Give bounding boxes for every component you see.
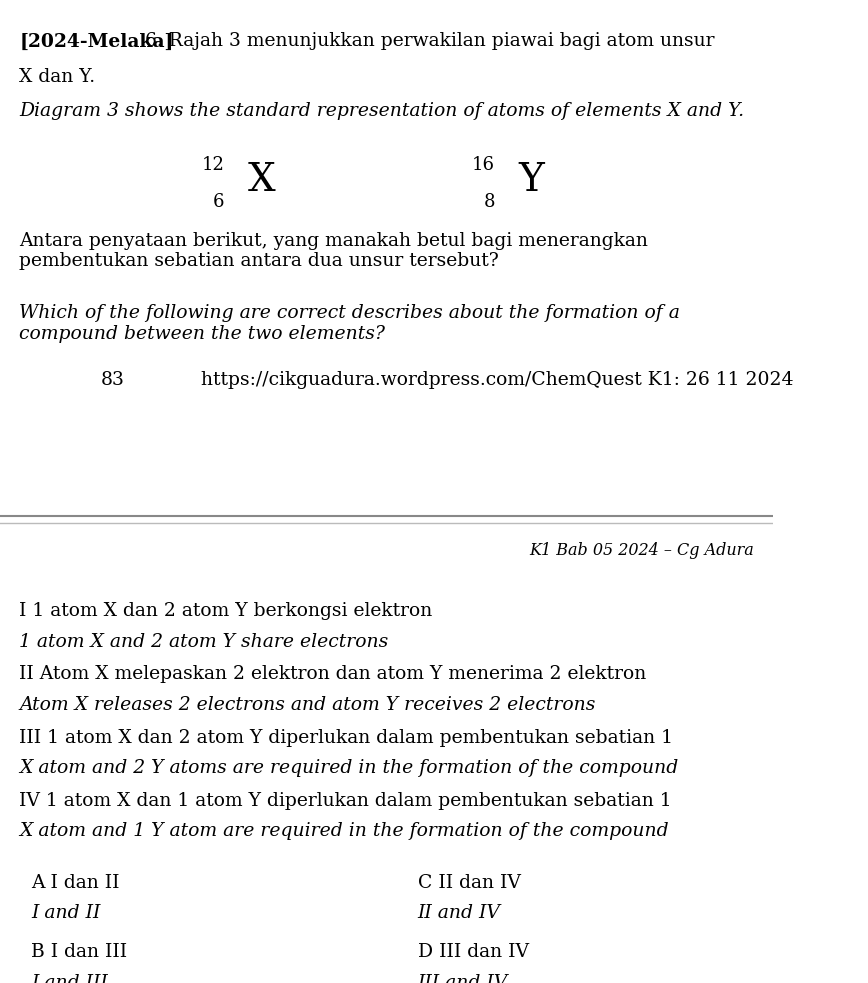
Text: 6: 6: [213, 193, 224, 210]
Text: 16: 16: [472, 156, 495, 174]
Text: III and IV: III and IV: [418, 973, 508, 983]
Text: K1 Bab 05 2024 – Cg Adura: K1 Bab 05 2024 – Cg Adura: [529, 542, 754, 559]
Text: https://cikguadura.wordpress.com/ChemQuest K1: 26 11 2024: https://cikguadura.wordpress.com/ChemQue…: [201, 371, 793, 388]
Text: I and III: I and III: [31, 973, 108, 983]
Text: Which of the following are correct describes about the formation of a
compound b: Which of the following are correct descr…: [19, 304, 681, 343]
Text: D III dan IV: D III dan IV: [418, 943, 529, 961]
Text: Y: Y: [518, 162, 544, 200]
Text: I and II: I and II: [31, 904, 101, 922]
Text: X atom and 2 Y atoms are required in the formation of the compound: X atom and 2 Y atoms are required in the…: [19, 759, 679, 778]
Text: A I dan II: A I dan II: [31, 874, 120, 892]
Text: Atom X releases 2 electrons and atom Y receives 2 electrons: Atom X releases 2 electrons and atom Y r…: [19, 696, 595, 714]
Text: Antara penyataan berikut, yang manakah betul bagi menerangkan
pembentukan sebati: Antara penyataan berikut, yang manakah b…: [19, 232, 648, 270]
Text: Diagram 3 shows the standard representation of atoms of elements X and Y.: Diagram 3 shows the standard representat…: [19, 102, 745, 120]
Text: B I dan III: B I dan III: [31, 943, 127, 961]
Text: 83: 83: [101, 371, 124, 388]
Text: X: X: [247, 162, 275, 200]
Text: X dan Y.: X dan Y.: [19, 68, 95, 86]
Text: 1 atom X and 2 atom Y share electrons: 1 atom X and 2 atom Y share electrons: [19, 633, 389, 651]
Text: 6. Rajah 3 menunjukkan perwakilan piawai bagi atom unsur: 6. Rajah 3 menunjukkan perwakilan piawai…: [139, 32, 714, 50]
Text: 8: 8: [483, 193, 495, 210]
Text: II Atom X melepaskan 2 elektron dan atom Y menerima 2 elektron: II Atom X melepaskan 2 elektron dan atom…: [19, 665, 647, 683]
Text: [2024-Melaka]: [2024-Melaka]: [19, 32, 174, 50]
Text: X atom and 1 Y atom are required in the formation of the compound: X atom and 1 Y atom are required in the …: [19, 823, 669, 840]
Text: III 1 atom X dan 2 atom Y diperlukan dalam pembentukan sebatian 1: III 1 atom X dan 2 atom Y diperlukan dal…: [19, 728, 674, 747]
Text: II and IV: II and IV: [418, 904, 501, 922]
Text: IV 1 atom X dan 1 atom Y diperlukan dalam pembentukan sebatian 1: IV 1 atom X dan 1 atom Y diperlukan dala…: [19, 792, 672, 810]
Text: C II dan IV: C II dan IV: [418, 874, 521, 892]
Text: I 1 atom X dan 2 atom Y berkongsi elektron: I 1 atom X dan 2 atom Y berkongsi elektr…: [19, 603, 432, 620]
Text: 12: 12: [201, 156, 224, 174]
